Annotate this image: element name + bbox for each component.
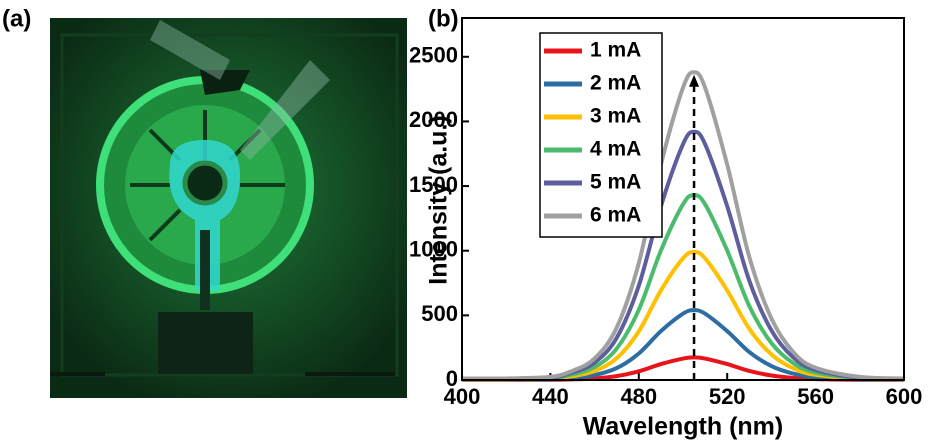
legend-label: 5 mA [590, 171, 641, 194]
x-tick-label: 480 [620, 384, 657, 409]
series-line [461, 129, 905, 381]
legend-box [539, 32, 663, 238]
legend-label: 6 mA [590, 204, 641, 227]
plot-frame [461, 17, 905, 381]
x-tick-label: 400 [444, 384, 481, 409]
series-line [461, 70, 905, 381]
x-tick-label: 440 [532, 384, 569, 409]
legend-label: 2 mA [590, 72, 641, 95]
series-line [461, 193, 905, 382]
y-tick-label: 1000 [409, 237, 458, 262]
annotation-arrow [689, 74, 700, 87]
x-tick-label: 560 [797, 384, 834, 409]
legend-label: 4 mA [590, 138, 641, 161]
legend-label: 3 mA [590, 105, 641, 128]
series-line [461, 308, 905, 382]
panel-label: (a) [2, 5, 31, 32]
x-axis-label: Wavelength (nm) [583, 413, 783, 441]
y-tick-label: 500 [421, 301, 458, 326]
x-tick-label: 520 [709, 384, 746, 409]
photo [50, 18, 407, 398]
panel-label: (b) [428, 5, 459, 32]
x-tick-label: 600 [886, 384, 923, 409]
y-tick-label: 0 [446, 366, 458, 391]
y-tick-label: 2500 [409, 43, 458, 68]
y-axis-label: Intensity (a.u.) [425, 115, 453, 284]
y-tick-label: 2000 [409, 107, 458, 132]
y-tick-label: 1500 [409, 172, 458, 197]
legend-label: 1 mA [590, 39, 641, 62]
